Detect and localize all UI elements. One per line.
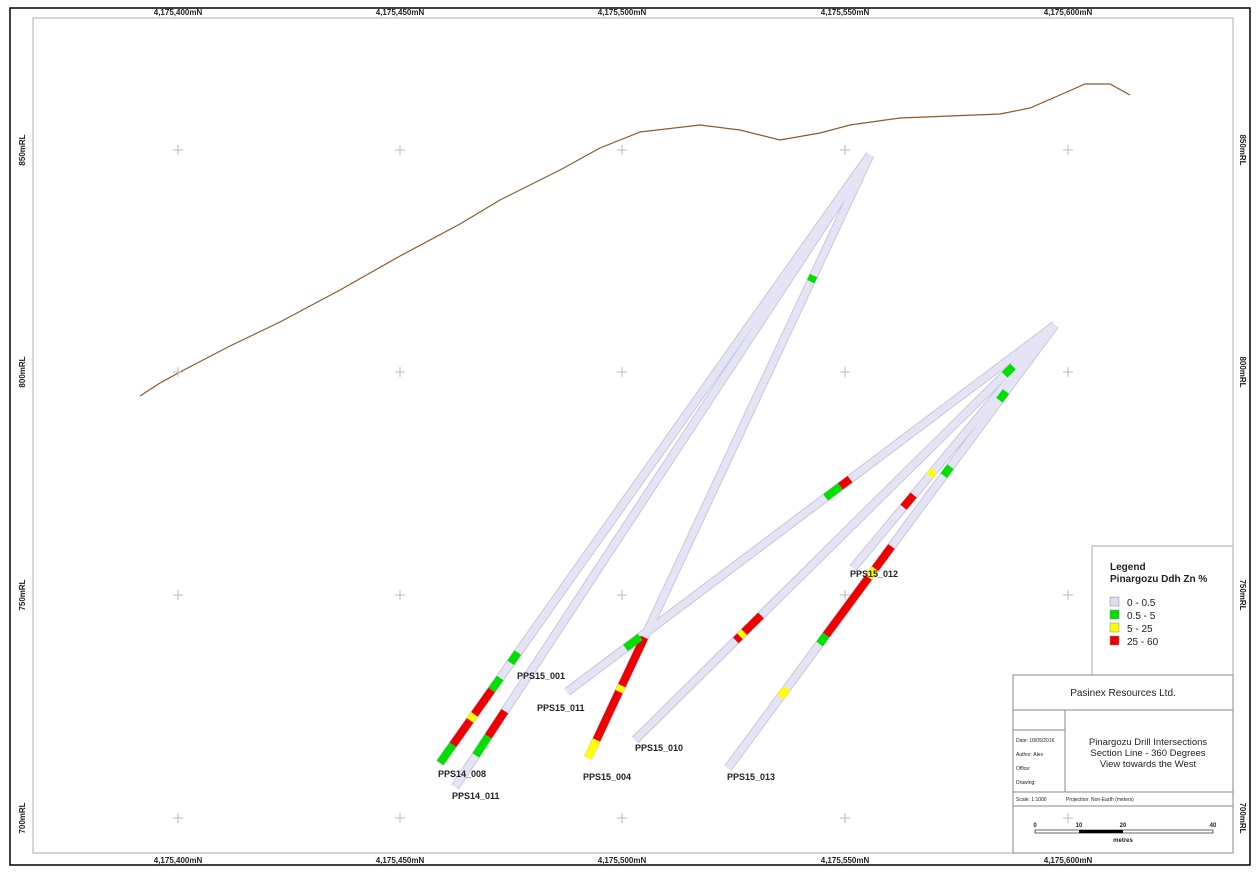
hole-label: PPS14_008 [438,769,486,779]
drill-hole-core [452,153,873,789]
assay-interval [996,389,1010,403]
drill-holes: PPS14_008 PPS14_011 PPS15_001 PPS15_004 PPS1… [436,152,1059,801]
assay-interval [472,734,492,758]
assay-interval [777,685,791,700]
rl-label: 750mRL [18,579,27,610]
topography [139,83,1131,397]
legend-title: Legend [1110,562,1146,573]
assay-interval [822,544,895,638]
legend-label: 0.5 - 5 [1127,611,1156,622]
hole-label: PPS15_004 [583,772,631,782]
assay-interval [940,464,954,478]
hole-label: PPS15_013 [727,772,775,782]
legend-swatch [1109,635,1120,646]
legend-label: 0 - 0.5 [1127,598,1156,609]
northing-label: 4,175,400mN [154,856,203,865]
field: Drawing: [1016,780,1036,786]
title-block-box [1012,674,1234,854]
field: Author: Alex [1016,752,1043,758]
rl-label: 700mRL [18,802,27,833]
scale-bar-fill [1079,830,1123,833]
scale-tick: 40 [1210,823,1217,829]
drawing-title: Section Line - 360 Degrees [1090,748,1205,759]
rl-label: 850mRL [18,134,27,165]
northing-label: 4,175,450mN [376,8,425,17]
northing-label: 4,175,450mN [376,856,425,865]
rl-label: 700mRL [1238,802,1247,833]
northing-label: 4,175,500mN [598,8,647,17]
projection: Projection: Non-Earth (meters) [1066,797,1134,803]
company: Pasinex Resources Ltd. [1070,688,1176,699]
legend-label: 5 - 25 [1127,624,1153,635]
legend-label: 25 - 60 [1127,637,1159,648]
assay-interval [1001,363,1016,378]
hole-label: PPS14_011 [452,791,500,801]
northing-label: 4,175,550mN [821,856,870,865]
field: Date: 18/05/2016 [1016,738,1055,744]
scale-tick: 20 [1120,823,1127,829]
inner-frame [32,17,1234,854]
assay-interval [584,738,601,760]
northing-label: 4,175,400mN [154,8,203,17]
rl-label: 800mRL [18,356,27,387]
outer-frame [9,7,1251,866]
scale: Scale: 1:1000 [1016,797,1047,803]
drill-hole-core [564,322,1058,695]
northing-label: 4,175,600mN [1044,856,1093,865]
hole-label: PPS15_010 [635,743,683,753]
assay-interval [807,273,818,284]
assay-interval [484,708,509,739]
legend-swatch [1109,622,1120,633]
assay-interval [837,475,853,490]
field: Office: [1016,766,1030,772]
assay-interval [732,612,764,644]
hole-label: PPS15_011 [537,703,585,713]
scale-tick: 10 [1076,823,1083,829]
hole-label: PPS15_012 [850,569,898,579]
assay-interval [900,492,917,510]
rl-label: 750mRL [1238,579,1247,610]
scale-unit: metres [1113,838,1133,844]
scale-tick: 0 [1033,823,1037,829]
drill-hole-core [632,322,1058,743]
assay-interval [823,483,843,501]
drill-hole-core [504,152,873,671]
assay-interval [436,742,457,766]
drawing-title: Pinargozu Drill Intersections [1089,737,1208,748]
scale-bar [1034,829,1214,834]
assay-interval [488,675,504,693]
assay-interval [590,635,649,748]
northing-label: 4,175,600mN [1044,8,1093,17]
assay-interval [623,633,643,652]
northing-label: 4,175,550mN [821,8,870,17]
assay-interval [816,632,830,647]
assay-interval [737,629,748,640]
assay-interval [466,712,478,723]
legend-swatch [1109,596,1120,607]
assay-interval [926,468,937,479]
assay-interval [865,566,879,580]
assay-interval [615,683,626,694]
northing-label: 4,175,500mN [598,856,647,865]
legend-subtitle: Pinargozu Ddh Zn % [1110,574,1207,585]
drawing-title: View towards the West [1100,759,1197,770]
rl-label: 800mRL [1238,356,1247,387]
assay-interval [507,650,522,666]
drill-hole-core [850,322,1058,571]
legend-swatch [1109,609,1120,620]
title-block: Pasinex Resources Ltd. Date: 18/05/2016 Au… [1012,674,1234,854]
rl-label: 850mRL [1238,134,1247,165]
hole-label: PPS15_001 [517,671,565,681]
